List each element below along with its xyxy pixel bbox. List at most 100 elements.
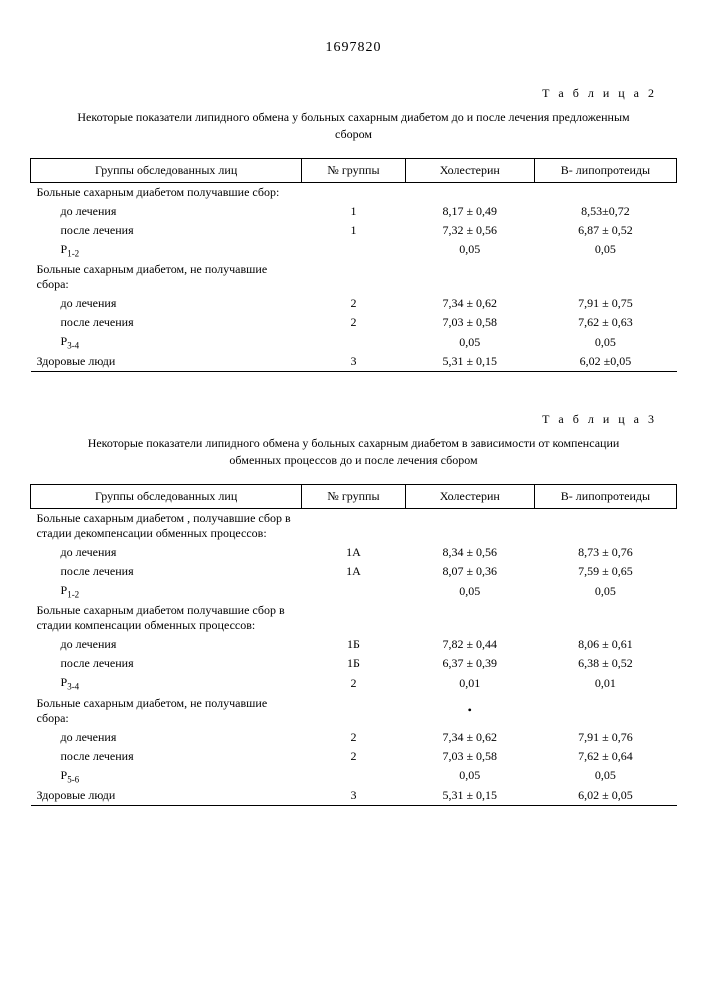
table-row: Больные сахарным диабетом получавшие сбо… <box>31 182 677 202</box>
table-row: после лечения27,03 ± 0,587,62 ± 0,63 <box>31 313 677 332</box>
row-lipo: 7,62 ± 0,64 <box>534 747 676 766</box>
row-label: до лечения <box>31 635 302 654</box>
table3-head: Группы обследованных лиц № группы Холест… <box>31 484 677 508</box>
document-number: 1697820 <box>30 40 677 56</box>
table-row: до лечения27,34 ± 0,627,91 ± 0,75 <box>31 294 677 313</box>
row-lipo <box>534 508 676 543</box>
row-chol: 7,03 ± 0,58 <box>405 313 534 332</box>
table-row: до лечения1Б7,82 ± 0,448,06 ± 0,61 <box>31 635 677 654</box>
row-lipo: 6,02 ± 0,05 <box>534 786 676 806</box>
row-label: Больные сахарным диабетом, не получавшие… <box>31 694 302 728</box>
table-row: до лечения18,17 ± 0,498,53±0,72 <box>31 202 677 221</box>
row-lipo: 6,02 ±0,05 <box>534 352 676 372</box>
row-chol: 0,05 <box>405 581 534 601</box>
row-chol <box>405 260 534 294</box>
row-num: 1А <box>302 543 405 562</box>
row-label: P5-6 <box>31 766 302 786</box>
row-lipo <box>534 260 676 294</box>
row-label: после лечения <box>31 654 302 673</box>
row-label: до лечения <box>31 202 302 221</box>
table-row: Больные сахарным диабетом, не получавшие… <box>31 694 677 728</box>
row-chol: 5,31 ± 0,15 <box>405 786 534 806</box>
table-row: Больные сахарным диабетом , получавшие с… <box>31 508 677 543</box>
row-num: 2 <box>302 728 405 747</box>
row-label: после лечения <box>31 221 302 240</box>
row-lipo: 0,05 <box>534 581 676 601</box>
table-row: Больные сахарным диабетом получавшие сбо… <box>31 601 677 635</box>
table3-header-groups: Группы обследованных лиц <box>31 484 302 508</box>
table2-header-lipo: В- липопротеиды <box>534 158 676 182</box>
row-label: до лечения <box>31 294 302 313</box>
row-lipo: 7,59 ± 0,65 <box>534 562 676 581</box>
row-label: Больные сахарным диабетом , получавшие с… <box>31 508 302 543</box>
row-label: Больные сахарным диабетом получавшие сбо… <box>31 182 302 202</box>
row-chol: 5,31 ± 0,15 <box>405 352 534 372</box>
row-num <box>302 508 405 543</box>
table3-caption: Некоторые показатели липидного обмена у … <box>64 435 644 469</box>
row-chol: 7,03 ± 0,58 <box>405 747 534 766</box>
table3-header-lipo: В- липопротеиды <box>534 484 676 508</box>
row-label: после лечения <box>31 562 302 581</box>
row-label: Здоровые люди <box>31 352 302 372</box>
row-num <box>302 260 405 294</box>
row-num: 1 <box>302 202 405 221</box>
table-row: после лечения27,03 ± 0,587,62 ± 0,64 <box>31 747 677 766</box>
row-lipo: 0,01 <box>534 673 676 693</box>
row-chol <box>405 182 534 202</box>
table-row: Здоровые люди35,31 ± 0,156,02 ± 0,05 <box>31 786 677 806</box>
row-lipo: 8,06 ± 0,61 <box>534 635 676 654</box>
row-lipo <box>534 694 676 728</box>
row-chol: 8,34 ± 0,56 <box>405 543 534 562</box>
table2-header-groups: Группы обследованных лиц <box>31 158 302 182</box>
table-row: P1-20,050,05 <box>31 240 677 260</box>
row-label: после лечения <box>31 747 302 766</box>
table3-header-num: № группы <box>302 484 405 508</box>
row-chol: 7,34 ± 0,62 <box>405 294 534 313</box>
row-label: P3-4 <box>31 332 302 352</box>
row-label: Больные сахарным диабетом, не получавшие… <box>31 260 302 294</box>
row-num <box>302 694 405 728</box>
row-label: до лечения <box>31 543 302 562</box>
row-lipo <box>534 182 676 202</box>
row-chol: 0,05 <box>405 766 534 786</box>
table-row: после лечения1Б6,37 ± 0,396,38 ± 0,52 <box>31 654 677 673</box>
row-chol: 7,82 ± 0,44 <box>405 635 534 654</box>
row-num: 2 <box>302 747 405 766</box>
row-num: 1А <box>302 562 405 581</box>
row-label: до лечения <box>31 728 302 747</box>
row-lipo: 6,87 ± 0,52 <box>534 221 676 240</box>
table2-label: Т а б л и ц а 2 <box>30 86 657 101</box>
table3-header-chol: Холестерин <box>405 484 534 508</box>
row-lipo: 7,91 ± 0,76 <box>534 728 676 747</box>
row-chol: 8,17 ± 0,49 <box>405 202 534 221</box>
table-row: P5-6 0,050,05 <box>31 766 677 786</box>
row-num <box>302 581 405 601</box>
table-row: P1-20,050,05 <box>31 581 677 601</box>
table2-body: Больные сахарным диабетом получавшие сбо… <box>31 182 677 372</box>
table3-label: Т а б л и ц а 3 <box>30 412 657 427</box>
row-lipo: 6,38 ± 0,52 <box>534 654 676 673</box>
row-label: Больные сахарным диабетом получавшие сбо… <box>31 601 302 635</box>
table2-header-chol: Холестерин <box>405 158 534 182</box>
row-chol: 7,32 ± 0,56 <box>405 221 534 240</box>
row-lipo: 7,62 ± 0,63 <box>534 313 676 332</box>
row-chol: 0,05 <box>405 240 534 260</box>
table-row: после лечения1А8,07 ± 0,367,59 ± 0,65 <box>31 562 677 581</box>
table-row: до лечения1А8,34 ± 0,568,73 ± 0,76 <box>31 543 677 562</box>
table-row: до лечения27,34 ± 0,627,91 ± 0,76 <box>31 728 677 747</box>
table2: Группы обследованных лиц № группы Холест… <box>30 158 677 373</box>
table2-caption: Некоторые показатели липидного обмена у … <box>64 109 644 143</box>
row-label: P3-4 <box>31 673 302 693</box>
row-chol: 0,05 <box>405 332 534 352</box>
row-num: 3 <box>302 352 405 372</box>
row-num <box>302 332 405 352</box>
row-num: 3 <box>302 786 405 806</box>
row-chol <box>405 508 534 543</box>
row-lipo: 7,91 ± 0,75 <box>534 294 676 313</box>
row-num: 1Б <box>302 635 405 654</box>
row-num <box>302 766 405 786</box>
row-label: после лечения <box>31 313 302 332</box>
row-num <box>302 182 405 202</box>
row-label: Здоровые люди <box>31 786 302 806</box>
row-lipo: 0,05 <box>534 766 676 786</box>
